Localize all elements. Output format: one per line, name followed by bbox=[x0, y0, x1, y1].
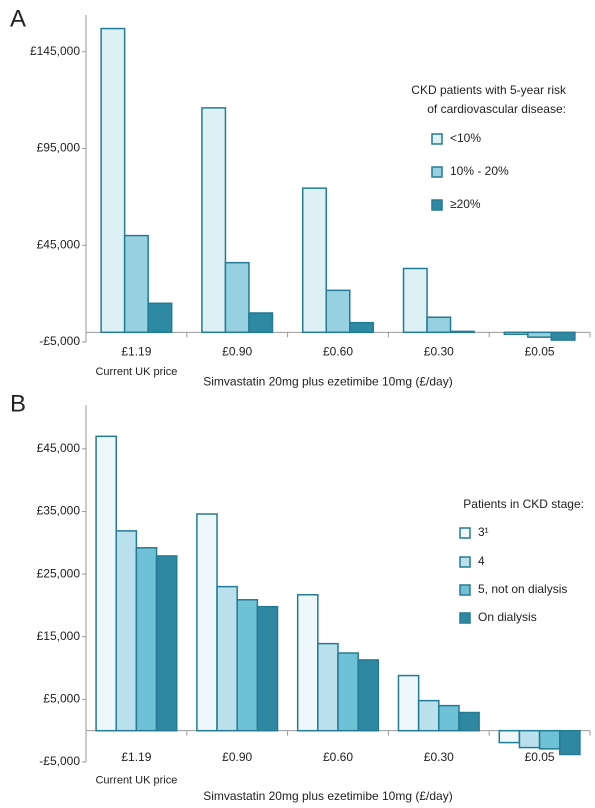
bar bbox=[296, 594, 319, 732]
bar bbox=[224, 261, 250, 334]
bar bbox=[196, 513, 218, 732]
bar bbox=[248, 312, 274, 334]
bar bbox=[449, 330, 475, 334]
x-tick-label: £1.19 bbox=[121, 344, 151, 358]
legend-title: Patients in CKD stage: bbox=[463, 497, 584, 511]
bar bbox=[201, 107, 227, 334]
panel-label: B bbox=[10, 390, 26, 417]
bar bbox=[426, 316, 452, 334]
bar bbox=[325, 289, 351, 334]
x-tick-label: £0.90 bbox=[222, 344, 252, 358]
bar bbox=[100, 27, 126, 334]
bar bbox=[135, 547, 158, 732]
bar bbox=[155, 555, 178, 732]
x-tick-label: £0.05 bbox=[525, 750, 555, 764]
bar bbox=[503, 331, 529, 336]
note: Current UK price bbox=[95, 366, 177, 378]
legend-label: 4 bbox=[478, 554, 485, 568]
y-tick-label: £145,000 bbox=[30, 44, 80, 58]
bar bbox=[518, 729, 541, 749]
y-tick-label: £45,000 bbox=[37, 441, 81, 455]
y-tick-label: -£5,000 bbox=[39, 334, 80, 348]
bar bbox=[498, 729, 521, 744]
bar bbox=[357, 659, 380, 732]
legend-swatch bbox=[431, 133, 443, 145]
y-tick-label: £95,000 bbox=[37, 141, 81, 155]
legend-swatch bbox=[459, 584, 471, 596]
y-tick-label: £15,000 bbox=[37, 629, 81, 643]
y-tick-label: £5,000 bbox=[43, 692, 80, 706]
x-axis-title: Simvastatin 20mg plus ezetimibe 10mg (£/… bbox=[203, 374, 452, 388]
legend-swatch bbox=[431, 166, 443, 178]
bar bbox=[349, 321, 375, 334]
x-tick-label: £1.19 bbox=[121, 750, 151, 764]
legend-title: of cardiovascular disease: bbox=[427, 102, 566, 116]
bar bbox=[95, 435, 117, 732]
bar bbox=[458, 711, 480, 732]
legend-label: ≥20% bbox=[450, 197, 481, 211]
bar bbox=[397, 674, 420, 732]
legend-swatch bbox=[459, 556, 471, 568]
legend-swatch bbox=[431, 199, 443, 211]
bar bbox=[538, 729, 561, 750]
bar bbox=[559, 729, 581, 756]
bar bbox=[236, 599, 259, 732]
bar bbox=[550, 331, 576, 341]
bar bbox=[256, 605, 279, 732]
bar bbox=[527, 331, 553, 338]
legend-label: 5, not on dialysis bbox=[478, 582, 567, 596]
x-tick-label: £0.90 bbox=[222, 750, 252, 764]
legend-swatch bbox=[459, 612, 471, 624]
x-tick-label: £0.30 bbox=[424, 344, 454, 358]
legend-label: 10% - 20% bbox=[450, 164, 509, 178]
x-tick-label: £0.60 bbox=[323, 344, 353, 358]
bar bbox=[123, 234, 149, 334]
bar bbox=[317, 642, 339, 732]
panel-label: A bbox=[10, 5, 26, 32]
bar bbox=[402, 267, 428, 334]
bar bbox=[337, 652, 359, 732]
note: Current UK price bbox=[95, 775, 177, 787]
bar bbox=[147, 302, 173, 334]
y-tick-label: £45,000 bbox=[37, 237, 81, 251]
y-tick-label: £35,000 bbox=[37, 504, 81, 518]
y-tick-label: -£5,000 bbox=[39, 754, 80, 768]
y-tick-label: £25,000 bbox=[37, 566, 81, 580]
x-tick-label: £0.05 bbox=[525, 344, 555, 358]
bar bbox=[438, 704, 460, 732]
x-tick-label: £0.30 bbox=[424, 750, 454, 764]
bar bbox=[216, 585, 238, 732]
bar bbox=[417, 699, 440, 732]
bar bbox=[115, 530, 138, 732]
legend-title: CKD patients with 5-year risk bbox=[411, 83, 567, 97]
bar bbox=[301, 187, 327, 334]
x-axis-title: Simvastatin 20mg plus ezetimibe 10mg (£/… bbox=[203, 789, 452, 803]
legend-label: <10% bbox=[450, 131, 481, 145]
legend-label: On dialysis bbox=[478, 610, 537, 624]
x-tick-label: £0.60 bbox=[323, 750, 353, 764]
legend-swatch bbox=[459, 527, 471, 539]
legend-label: 3¹ bbox=[478, 525, 489, 539]
